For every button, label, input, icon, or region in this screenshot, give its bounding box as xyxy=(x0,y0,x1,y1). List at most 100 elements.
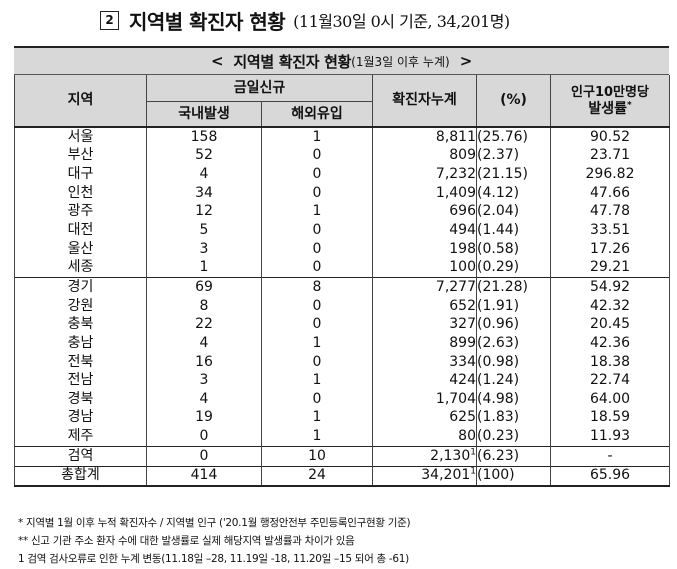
domestic-cell: 12 xyxy=(146,202,262,222)
cumulative-cell: 2,1301 xyxy=(372,445,477,467)
rate-cell: 22.74 xyxy=(550,371,670,390)
percent-cell-value: (4.98) xyxy=(477,390,520,407)
percent-cell: (25.76) xyxy=(476,127,551,147)
region-cell-value: 제주 xyxy=(67,428,94,445)
cumulative-cell-value: 625 xyxy=(449,409,476,426)
rate-cell-value: 296.82 xyxy=(585,166,635,183)
cumulative-cell: 652 xyxy=(372,296,477,316)
rate-cell-value: 18.38 xyxy=(589,353,631,370)
percent-cell-value: (0.23) xyxy=(477,428,520,445)
percent-cell-value: (1.24) xyxy=(477,372,520,389)
rate-cell-value: 90.52 xyxy=(589,128,631,145)
table-row: 경기 69 8 7,277 (21.28) 54.92 xyxy=(14,277,670,297)
rate-cell-value: 29.21 xyxy=(589,259,631,276)
table-row: 제주 0 1 80 (0.23) 11.93 xyxy=(14,427,670,447)
cumulative-cell: 7,277 xyxy=(372,277,477,297)
overseas-cell-value: 0 xyxy=(312,353,322,370)
cumulative-footnote-mark: 1 xyxy=(470,466,476,477)
cumulative-cell: 8,811 xyxy=(372,127,477,147)
rate-cell: 54.92 xyxy=(550,277,670,297)
percent-cell: (2.63) xyxy=(476,334,551,353)
overseas-cell: 0 xyxy=(261,183,373,203)
cumulative-cell: 327 xyxy=(372,315,477,335)
overseas-cell-value: 24 xyxy=(308,467,326,484)
region-cell-value: 세종 xyxy=(67,259,94,276)
percent-cell: (1.91) xyxy=(476,296,551,316)
cumulative-cell-value: 424 xyxy=(449,372,476,389)
rate-cell: 90.52 xyxy=(550,127,670,147)
domestic-cell: 4 xyxy=(146,165,262,184)
overseas-cell: 1 xyxy=(261,408,373,428)
rate-cell: 18.59 xyxy=(550,408,670,428)
cumulative-cell: 80 xyxy=(372,427,477,447)
cumulative-cell: 424 xyxy=(372,371,477,390)
percent-cell: (4.12) xyxy=(476,183,551,203)
cumulative-cell: 1,704 xyxy=(372,389,477,409)
percent-cell-value: (2.63) xyxy=(477,334,520,351)
overseas-cell: 1 xyxy=(261,427,373,447)
table-row: 경남 19 1 625 (1.83) 18.59 xyxy=(14,408,670,428)
cumulative-cell: 7,232 xyxy=(372,165,477,184)
table-row: 전남 3 1 424 (1.24) 22.74 xyxy=(14,371,670,390)
cumulative-cell-value: 8,811 xyxy=(435,128,476,145)
percent-cell: (0.98) xyxy=(476,352,551,372)
percent-cell-value: (4.12) xyxy=(477,184,520,201)
region-cell: 대전 xyxy=(14,221,147,240)
title-main: 지역별 확진자 현황 xyxy=(129,9,286,34)
overseas-cell-value: 0 xyxy=(312,390,322,407)
overseas-cell-value: 0 xyxy=(312,147,322,164)
table-row: 울산 3 0 198 (0.58) 17.26 xyxy=(14,239,670,259)
rate-cell: 17.26 xyxy=(550,239,670,259)
rate-cell: 33.51 xyxy=(550,221,670,240)
rate-cell-value: 65.96 xyxy=(589,467,631,484)
cumulative-cell: 899 xyxy=(372,334,477,353)
header-region: 지역 xyxy=(14,75,147,128)
cumulative-cell-value: 1,409 xyxy=(435,184,476,201)
overseas-cell: 0 xyxy=(261,315,373,335)
rate-cell: 23.71 xyxy=(550,146,670,166)
domestic-cell-value: 0 xyxy=(199,428,209,445)
cumulative-cell-value: 327 xyxy=(449,316,476,333)
rate-cell-value: 47.66 xyxy=(589,184,631,201)
table-row: 인천 34 0 1,409 (4.12) 47.66 xyxy=(14,183,670,203)
overseas-cell-value: 1 xyxy=(312,203,322,220)
overseas-cell: 1 xyxy=(261,371,373,390)
percent-cell: (21.15) xyxy=(476,165,551,184)
cumulative-cell-value: 652 xyxy=(449,297,476,314)
domestic-cell-value: 69 xyxy=(195,278,213,295)
domestic-cell: 3 xyxy=(146,239,262,259)
region-cell-value: 부산 xyxy=(67,147,94,164)
rate-cell: - xyxy=(550,445,670,467)
domestic-cell-value: 3 xyxy=(199,372,209,389)
overseas-cell: 0 xyxy=(261,258,373,278)
header-daily-new: 금일신규 xyxy=(146,75,373,102)
cumulative-cell: 198 xyxy=(372,239,477,259)
rate-cell: 29.21 xyxy=(550,258,670,278)
cumulative-cell-value: 809 xyxy=(449,147,476,164)
cumulative-cell: 809 xyxy=(372,146,477,166)
cumulative-cell-value: 2,130 xyxy=(430,447,471,464)
table-row: 검역 0 10 2,1301 (6.23) - xyxy=(14,445,670,467)
cumulative-cell-value: 1,704 xyxy=(435,390,476,407)
rate-cell: 42.32 xyxy=(550,296,670,316)
region-cell-value: 총합계 xyxy=(61,467,100,484)
region-cell: 전북 xyxy=(14,352,147,372)
percent-cell: (0.58) xyxy=(476,239,551,259)
region-cell-value: 울산 xyxy=(67,240,94,257)
rate-cell: 20.45 xyxy=(550,315,670,335)
domestic-cell-value: 5 xyxy=(199,222,209,239)
rate-cell-value: 17.26 xyxy=(589,240,631,257)
region-cell-value: 충남 xyxy=(67,334,94,351)
overseas-cell-value: 1 xyxy=(312,409,322,426)
table-row: 충북 22 0 327 (0.96) 20.45 xyxy=(14,315,670,335)
region-cell-value: 충북 xyxy=(67,316,94,333)
cumulative-cell: 494 xyxy=(372,221,477,240)
overseas-cell: 10 xyxy=(261,445,373,467)
overseas-cell: 1 xyxy=(261,202,373,222)
overseas-cell-value: 8 xyxy=(312,278,322,295)
regional-cases-table: 지역 금일신규 확진자누계 (%) 인구10만명당 발생률* 국내발생 해외유입… xyxy=(14,75,670,488)
title-reference: (11월30일 0시 기준, 34,201명) xyxy=(293,12,510,31)
overseas-cell: 0 xyxy=(261,352,373,372)
percent-cell: (100) xyxy=(476,465,551,488)
region-cell: 강원 xyxy=(14,296,147,316)
